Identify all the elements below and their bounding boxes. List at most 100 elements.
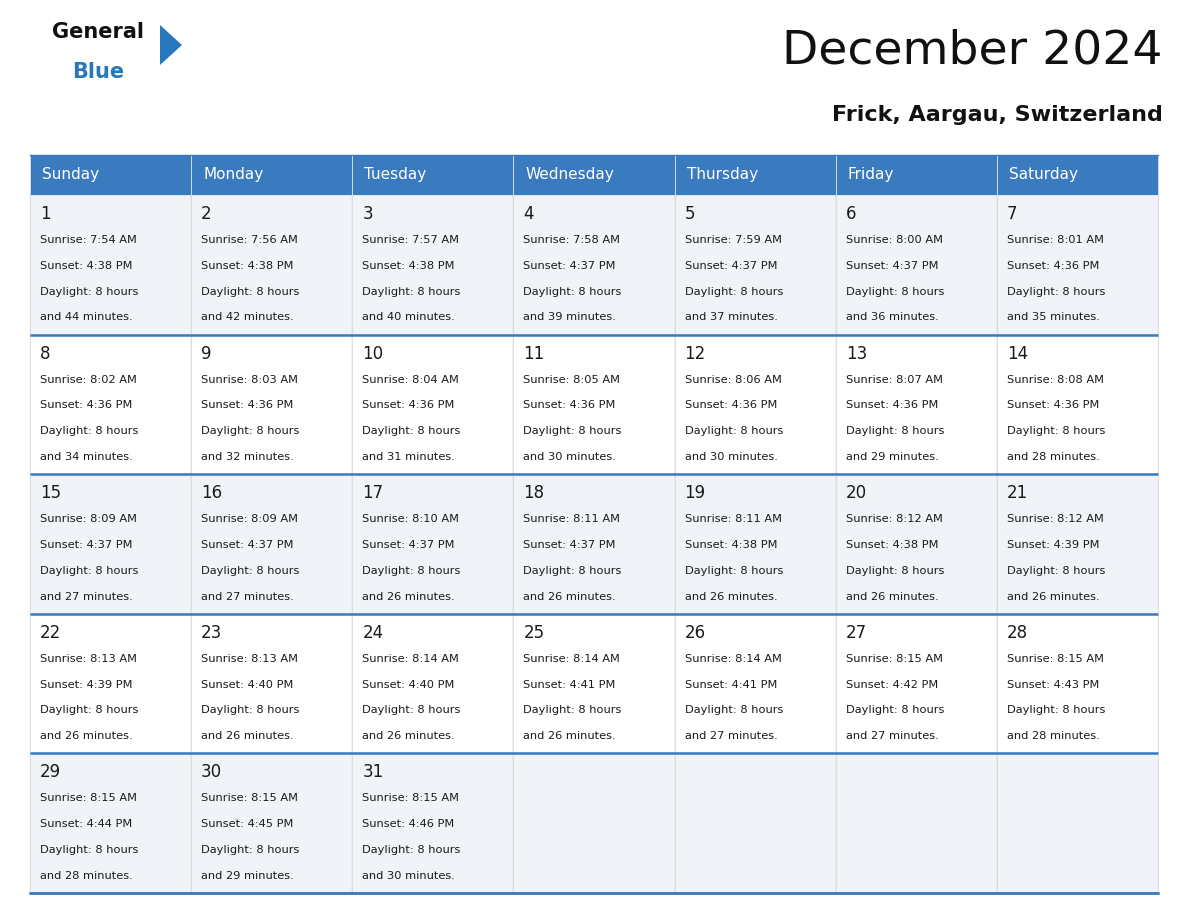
- Text: Blue: Blue: [72, 62, 124, 82]
- Text: 9: 9: [201, 344, 211, 363]
- Bar: [353, 155, 513, 195]
- Text: and 26 minutes.: and 26 minutes.: [1007, 592, 1099, 601]
- Text: and 31 minutes.: and 31 minutes.: [362, 452, 455, 462]
- Text: Daylight: 8 hours: Daylight: 8 hours: [40, 426, 138, 436]
- Text: 21: 21: [1007, 484, 1028, 502]
- Text: 1: 1: [40, 205, 51, 223]
- Text: Sunrise: 8:02 AM: Sunrise: 8:02 AM: [40, 375, 137, 385]
- Text: 10: 10: [362, 344, 384, 363]
- Text: 25: 25: [524, 624, 544, 642]
- Text: Sunset: 4:37 PM: Sunset: 4:37 PM: [524, 261, 615, 271]
- Text: and 37 minutes.: and 37 minutes.: [684, 312, 777, 322]
- Text: Sunset: 4:37 PM: Sunset: 4:37 PM: [684, 261, 777, 271]
- Polygon shape: [160, 25, 182, 65]
- Text: Daylight: 8 hours: Daylight: 8 hours: [362, 845, 461, 855]
- Text: Sunset: 4:41 PM: Sunset: 4:41 PM: [684, 679, 777, 689]
- Text: and 27 minutes.: and 27 minutes.: [846, 732, 939, 741]
- Text: Sunrise: 8:00 AM: Sunrise: 8:00 AM: [846, 235, 943, 245]
- Text: and 44 minutes.: and 44 minutes.: [40, 312, 133, 322]
- Text: and 40 minutes.: and 40 minutes.: [362, 312, 455, 322]
- Text: 2: 2: [201, 205, 211, 223]
- Text: Daylight: 8 hours: Daylight: 8 hours: [684, 426, 783, 436]
- Text: 12: 12: [684, 344, 706, 363]
- Bar: [30, 475, 191, 614]
- Text: Sunset: 4:36 PM: Sunset: 4:36 PM: [524, 400, 615, 410]
- Text: 29: 29: [40, 764, 61, 781]
- Text: and 29 minutes.: and 29 minutes.: [846, 452, 939, 462]
- Text: Daylight: 8 hours: Daylight: 8 hours: [40, 705, 138, 715]
- Text: and 27 minutes.: and 27 minutes.: [684, 732, 777, 741]
- Text: Sunrise: 8:09 AM: Sunrise: 8:09 AM: [201, 514, 298, 524]
- Text: Sunrise: 8:08 AM: Sunrise: 8:08 AM: [1007, 375, 1104, 385]
- Text: Thursday: Thursday: [687, 167, 758, 183]
- Bar: [353, 475, 513, 614]
- Text: Sunrise: 8:13 AM: Sunrise: 8:13 AM: [201, 654, 298, 664]
- Text: Daylight: 8 hours: Daylight: 8 hours: [40, 845, 138, 855]
- Bar: [997, 754, 1158, 893]
- Text: Daylight: 8 hours: Daylight: 8 hours: [684, 286, 783, 297]
- Bar: [997, 334, 1158, 475]
- Text: and 29 minutes.: and 29 minutes.: [201, 871, 293, 881]
- Text: Sunrise: 7:56 AM: Sunrise: 7:56 AM: [201, 235, 298, 245]
- Bar: [513, 334, 675, 475]
- Text: and 36 minutes.: and 36 minutes.: [846, 312, 939, 322]
- Bar: [353, 614, 513, 754]
- Bar: [191, 334, 353, 475]
- Text: Daylight: 8 hours: Daylight: 8 hours: [524, 426, 621, 436]
- Text: Sunset: 4:36 PM: Sunset: 4:36 PM: [1007, 400, 1099, 410]
- Text: and 26 minutes.: and 26 minutes.: [201, 732, 293, 741]
- Text: General: General: [52, 22, 144, 42]
- Text: Friday: Friday: [848, 167, 895, 183]
- Text: Sunset: 4:37 PM: Sunset: 4:37 PM: [40, 540, 133, 550]
- Text: Sunset: 4:36 PM: Sunset: 4:36 PM: [362, 400, 455, 410]
- Text: Sunset: 4:40 PM: Sunset: 4:40 PM: [201, 679, 293, 689]
- Text: and 42 minutes.: and 42 minutes.: [201, 312, 293, 322]
- Text: Daylight: 8 hours: Daylight: 8 hours: [201, 845, 299, 855]
- Text: Sunrise: 8:12 AM: Sunrise: 8:12 AM: [846, 514, 942, 524]
- Text: 30: 30: [201, 764, 222, 781]
- Text: Daylight: 8 hours: Daylight: 8 hours: [201, 426, 299, 436]
- Text: 31: 31: [362, 764, 384, 781]
- Bar: [353, 195, 513, 334]
- Text: Sunrise: 8:01 AM: Sunrise: 8:01 AM: [1007, 235, 1104, 245]
- Bar: [513, 475, 675, 614]
- Text: 6: 6: [846, 205, 857, 223]
- Text: and 26 minutes.: and 26 minutes.: [846, 592, 939, 601]
- Text: and 30 minutes.: and 30 minutes.: [684, 452, 777, 462]
- Bar: [191, 475, 353, 614]
- Bar: [835, 614, 997, 754]
- Text: Wednesday: Wednesday: [525, 167, 614, 183]
- Text: Daylight: 8 hours: Daylight: 8 hours: [201, 705, 299, 715]
- Text: Sunrise: 8:12 AM: Sunrise: 8:12 AM: [1007, 514, 1104, 524]
- Text: Daylight: 8 hours: Daylight: 8 hours: [846, 705, 944, 715]
- Text: Daylight: 8 hours: Daylight: 8 hours: [684, 705, 783, 715]
- Text: Sunrise: 8:06 AM: Sunrise: 8:06 AM: [684, 375, 782, 385]
- Bar: [835, 754, 997, 893]
- Text: Sunset: 4:39 PM: Sunset: 4:39 PM: [1007, 540, 1099, 550]
- Text: Daylight: 8 hours: Daylight: 8 hours: [1007, 286, 1105, 297]
- Bar: [835, 195, 997, 334]
- Text: Sunrise: 7:59 AM: Sunrise: 7:59 AM: [684, 235, 782, 245]
- Text: December 2024: December 2024: [783, 28, 1163, 73]
- Text: 16: 16: [201, 484, 222, 502]
- Text: Sunset: 4:37 PM: Sunset: 4:37 PM: [524, 540, 615, 550]
- Text: Sunrise: 8:15 AM: Sunrise: 8:15 AM: [201, 793, 298, 803]
- Text: Sunset: 4:40 PM: Sunset: 4:40 PM: [362, 679, 455, 689]
- Text: Sunset: 4:36 PM: Sunset: 4:36 PM: [684, 400, 777, 410]
- Bar: [675, 475, 835, 614]
- Text: and 27 minutes.: and 27 minutes.: [201, 592, 293, 601]
- Text: Sunrise: 8:09 AM: Sunrise: 8:09 AM: [40, 514, 137, 524]
- Text: Sunrise: 8:14 AM: Sunrise: 8:14 AM: [524, 654, 620, 664]
- Text: Sunset: 4:37 PM: Sunset: 4:37 PM: [201, 540, 293, 550]
- Bar: [835, 155, 997, 195]
- Text: Daylight: 8 hours: Daylight: 8 hours: [846, 565, 944, 576]
- Text: 8: 8: [40, 344, 51, 363]
- Bar: [997, 614, 1158, 754]
- Text: Daylight: 8 hours: Daylight: 8 hours: [1007, 426, 1105, 436]
- Bar: [997, 155, 1158, 195]
- Bar: [835, 334, 997, 475]
- Text: Sunset: 4:36 PM: Sunset: 4:36 PM: [846, 400, 939, 410]
- Text: Sunset: 4:37 PM: Sunset: 4:37 PM: [846, 261, 939, 271]
- Text: Sunset: 4:38 PM: Sunset: 4:38 PM: [684, 540, 777, 550]
- Text: and 26 minutes.: and 26 minutes.: [40, 732, 133, 741]
